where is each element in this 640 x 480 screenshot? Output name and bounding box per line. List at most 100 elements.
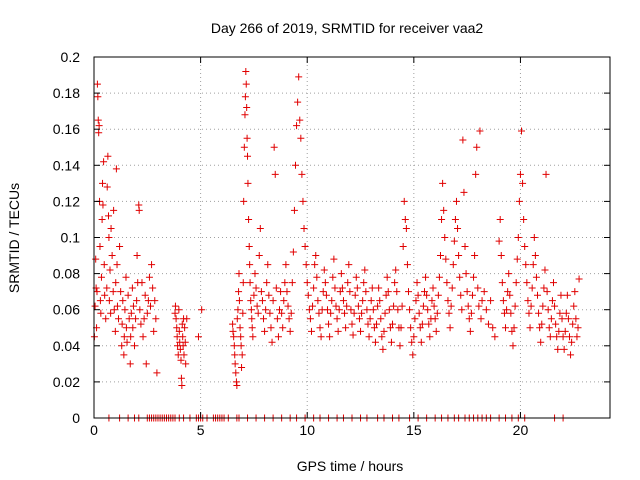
data-point (360, 279, 368, 287)
data-point (285, 315, 293, 323)
data-point (135, 206, 143, 214)
data-point (119, 297, 127, 305)
data-point (104, 212, 112, 220)
data-point (363, 306, 371, 314)
data-point (474, 284, 482, 292)
data-point (314, 297, 322, 305)
data-point (371, 338, 379, 346)
data-point (173, 324, 181, 332)
data-point (406, 306, 414, 314)
data-point (445, 309, 453, 317)
data-point (508, 327, 516, 335)
y-tick-label: 0.06 (53, 302, 80, 318)
data-point (316, 324, 324, 332)
data-point (242, 67, 250, 75)
data-point (120, 351, 128, 359)
data-point (543, 288, 551, 296)
data-point (306, 315, 314, 323)
data-point (231, 351, 239, 359)
data-point (323, 306, 331, 314)
data-point (503, 306, 511, 314)
data-point (414, 291, 422, 299)
data-point (171, 309, 179, 317)
y-tick-label: 0.16 (53, 121, 80, 137)
data-point (397, 324, 405, 332)
data-point (337, 270, 345, 278)
data-point (502, 324, 510, 332)
data-point (402, 224, 410, 232)
data-point (548, 297, 556, 305)
data-point (276, 306, 284, 314)
data-point (317, 333, 325, 341)
data-point (336, 288, 344, 296)
data-point (249, 333, 257, 341)
data-point (137, 320, 145, 328)
data-point (352, 273, 360, 281)
y-tick-labels: 0 0.02 0.04 0.06 0.08 0.1 0.12 0.14 0.16 0.18 0.2 (53, 49, 80, 426)
data-point (341, 309, 349, 317)
data-point (322, 291, 330, 299)
data-point (111, 327, 119, 335)
data-point (115, 315, 123, 323)
data-point (444, 297, 452, 305)
data-point (248, 324, 256, 332)
data-point (345, 261, 353, 269)
data-point (520, 215, 528, 223)
data-point (108, 252, 116, 260)
data-point (367, 297, 375, 305)
data-point (149, 284, 157, 292)
data-point (411, 315, 419, 323)
data-point (258, 297, 266, 305)
data-point (116, 243, 124, 251)
data-point (194, 333, 202, 341)
data-point (471, 252, 479, 260)
data-point (239, 309, 247, 317)
data-point (255, 252, 263, 260)
data-point (132, 315, 140, 323)
data-point (575, 275, 583, 283)
data-point (383, 273, 391, 281)
data-point (423, 291, 431, 299)
data-point (256, 224, 264, 232)
data-point (470, 273, 478, 281)
data-point (391, 279, 399, 287)
data-point (362, 288, 370, 296)
data-point (242, 80, 250, 88)
data-point (241, 111, 249, 119)
data-point (331, 284, 339, 292)
data-point (243, 104, 251, 112)
data-point (110, 306, 118, 314)
data-point (286, 327, 294, 335)
data-point (417, 338, 425, 346)
data-point (463, 288, 471, 296)
data-point (266, 309, 274, 317)
data-point (172, 315, 180, 323)
data-point (94, 116, 102, 124)
data-point (567, 351, 575, 359)
data-point (429, 284, 437, 292)
data-point (540, 284, 548, 292)
data-point (473, 143, 481, 151)
data-point (541, 266, 549, 274)
data-point (240, 143, 248, 151)
data-point (435, 273, 443, 281)
data-point (512, 279, 520, 287)
data-point (458, 306, 466, 314)
data-point (355, 315, 363, 323)
data-point (99, 201, 107, 209)
data-point (179, 333, 187, 341)
data-point (419, 302, 427, 310)
data-point (564, 315, 572, 323)
data-point (424, 306, 432, 314)
data-point (335, 306, 343, 314)
data-point (96, 243, 104, 251)
data-point (296, 116, 304, 124)
data-point (123, 338, 131, 346)
data-point (546, 333, 554, 341)
data-point (401, 215, 409, 223)
data-point (267, 324, 275, 332)
data-point (443, 279, 451, 287)
data-point (558, 315, 566, 323)
data-point (380, 327, 388, 335)
